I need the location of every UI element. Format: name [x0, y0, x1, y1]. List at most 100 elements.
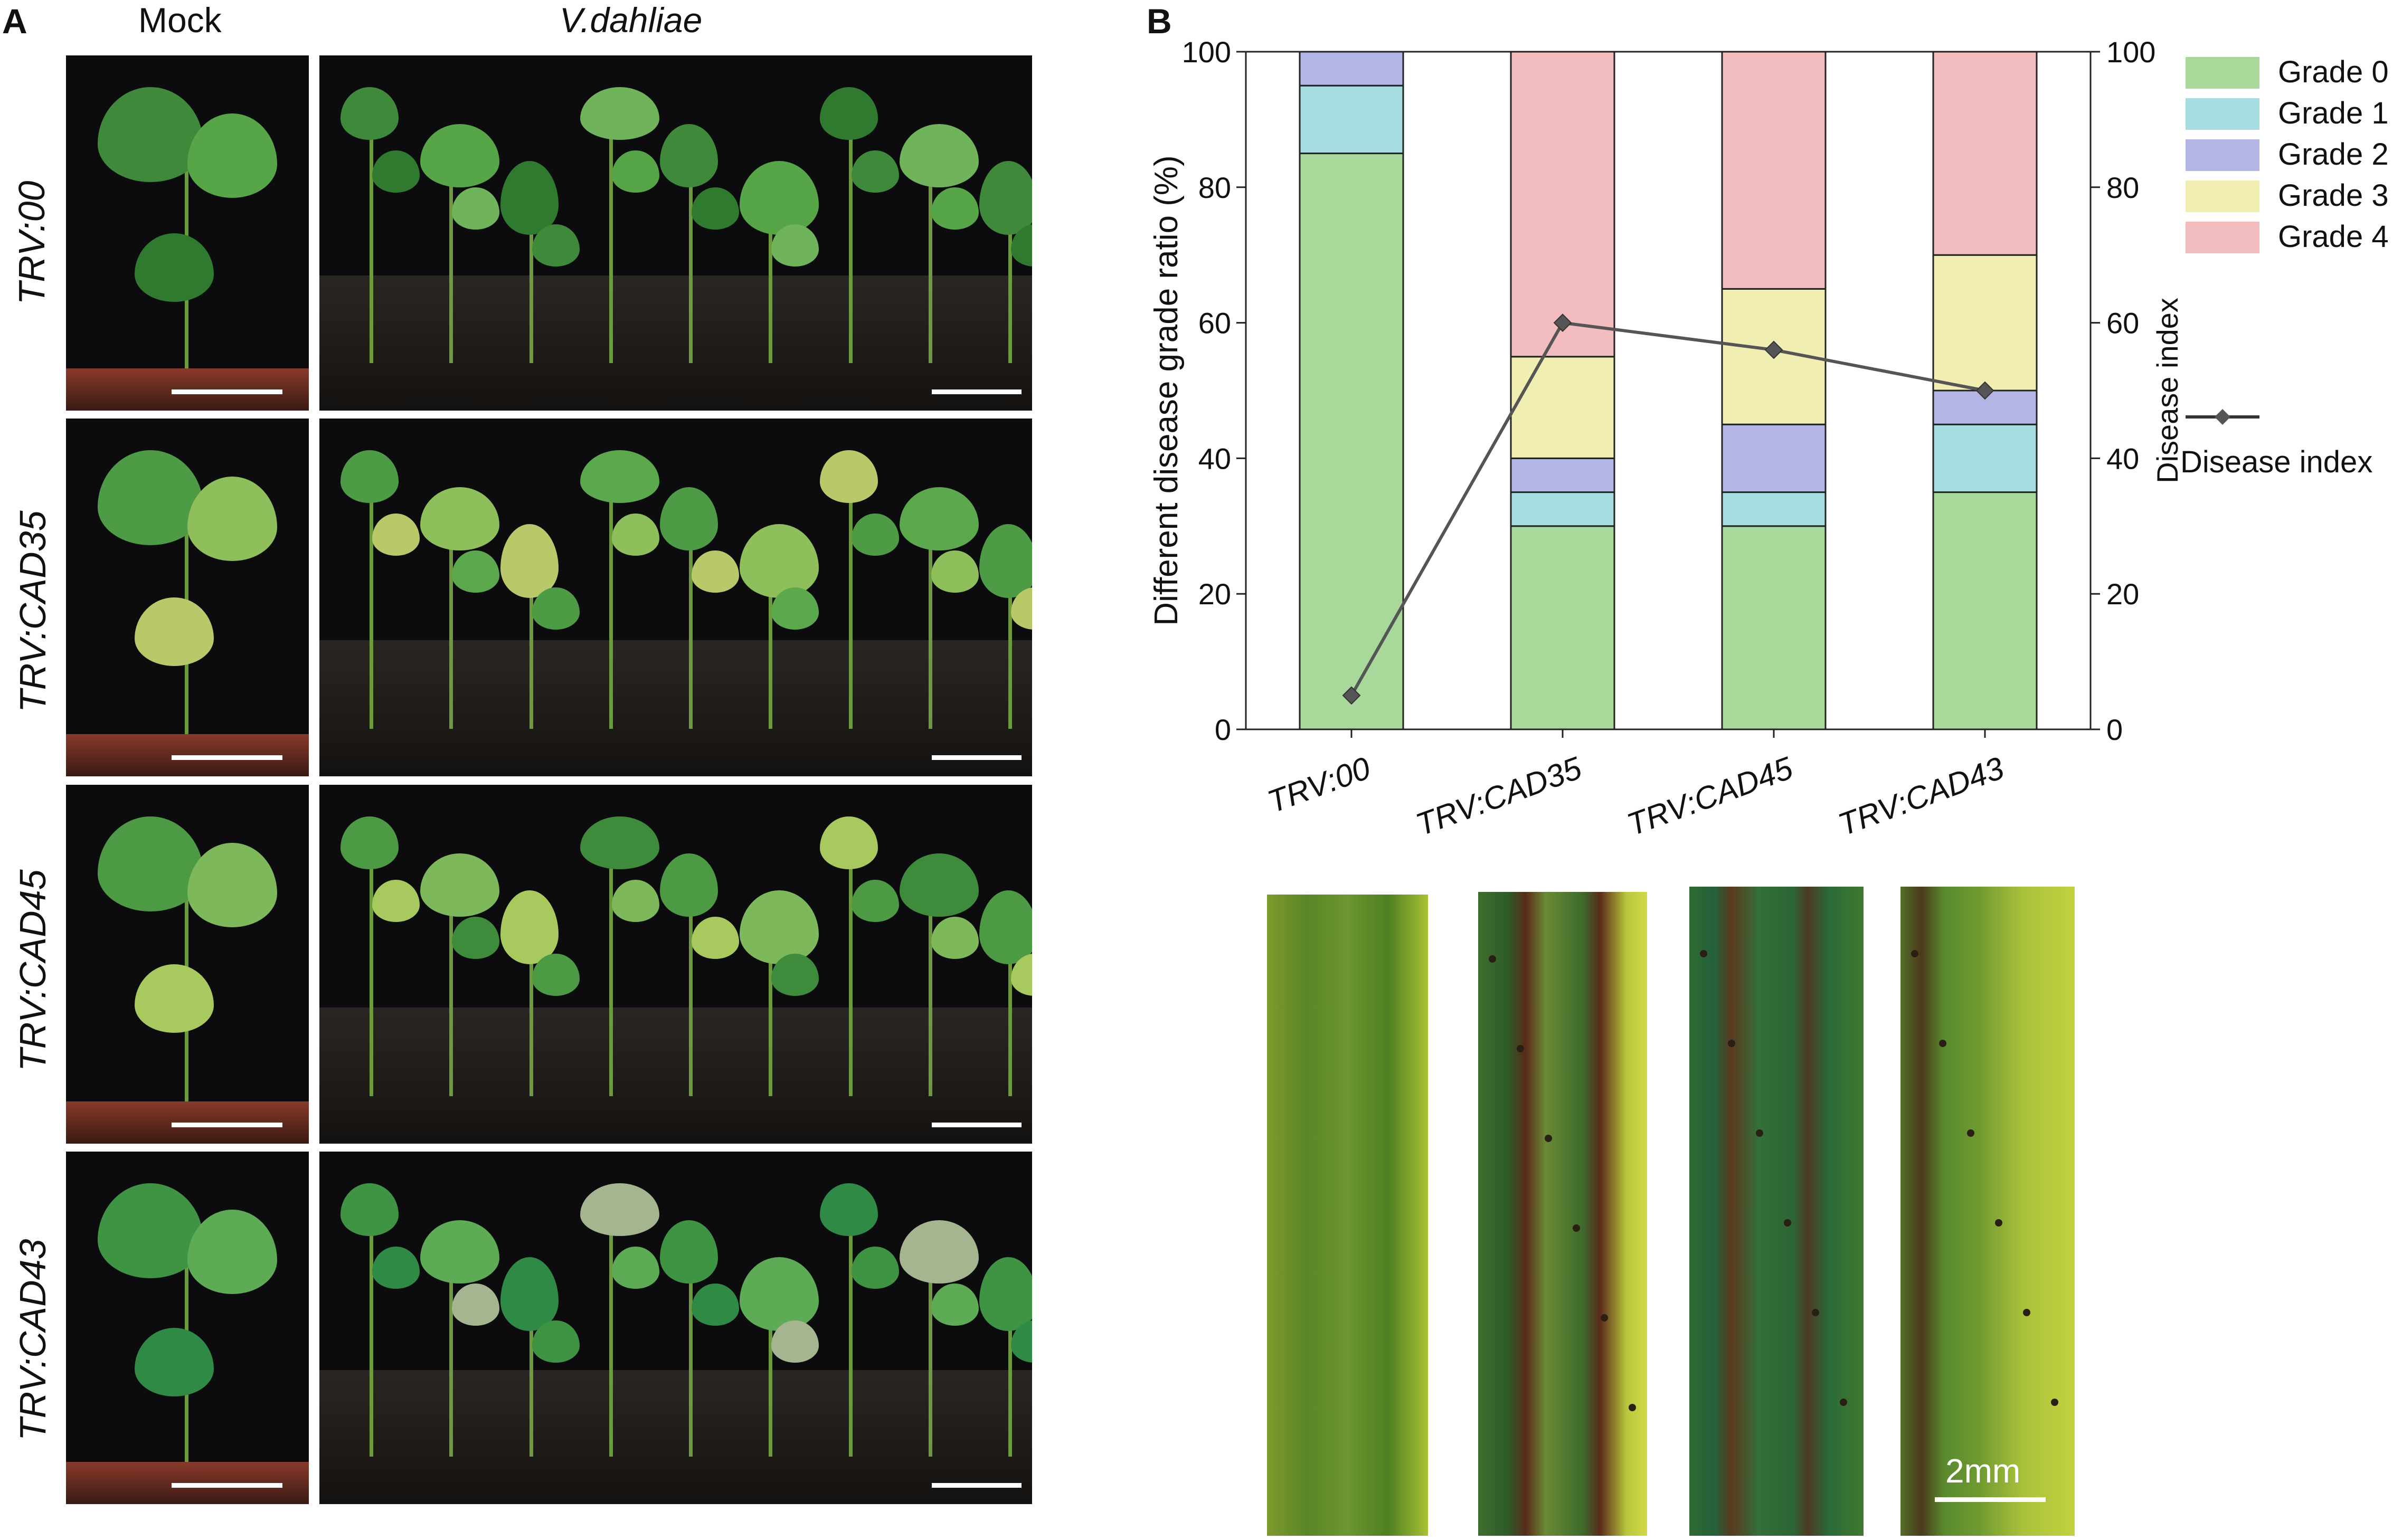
vdahliae-leaf [452, 1284, 500, 1326]
vdahliae-leaf [899, 124, 979, 187]
vdahliae-leaf [740, 524, 819, 598]
legend-line-label: Disease index [2180, 445, 2372, 479]
bar-segment [1721, 525, 1827, 730]
panel-a-letter: A [2, 2, 27, 41]
bar-segment [1510, 356, 1615, 459]
disease-index-line [1350, 321, 1985, 697]
vdahliae-stem [609, 1231, 613, 1457]
vdahliae-leaf [819, 87, 878, 140]
mock-leaf [98, 87, 203, 182]
vdahliae-leaf [692, 1284, 739, 1326]
bar-segment [1299, 153, 1404, 730]
vdahliae-stem [609, 498, 613, 729]
vdahliae-trays [319, 1007, 1032, 1144]
bar-segment [1932, 491, 2038, 730]
vdahliae-leaf [341, 1183, 399, 1236]
vdahliae-plants-photo [319, 1152, 1032, 1504]
mock-leaf [98, 1183, 203, 1278]
mock-leaf [187, 113, 277, 198]
vdahliae-stem [609, 135, 613, 363]
row-label-trvcad43: TRV:CAD43 [12, 1239, 53, 1441]
vdahliae-leaf [979, 890, 1032, 964]
legend-line-marker [2215, 409, 2230, 425]
disease-index-marker [1553, 313, 1572, 332]
vdahliae-leaf [372, 880, 420, 922]
vdahliae-scale-bar [932, 1123, 1022, 1127]
vdahliae-leaf [372, 1247, 420, 1289]
y2-tick-label: 80 [2106, 171, 2139, 204]
vdahliae-leaf [851, 880, 899, 922]
stem-lesion-spot [1939, 1040, 1946, 1047]
vdahliae-stem [689, 901, 693, 1096]
bar-segment [1932, 423, 2038, 493]
vdahliae-stem [370, 1231, 373, 1457]
scale-label-2mm: 2mm [1945, 1452, 2021, 1490]
vdahliae-stem [1008, 208, 1012, 363]
vdahliae-leaf [341, 87, 399, 140]
bar-segment [1721, 491, 1827, 527]
vdahliae-stem [529, 208, 533, 363]
vdahliae-leaf [580, 450, 659, 503]
legend-swatch [2186, 180, 2259, 212]
vdahliae-leaf [660, 1220, 718, 1284]
vdahliae-stem [689, 1268, 693, 1457]
row-label-trvcad35: TRV:CAD35 [12, 510, 53, 712]
vdahliae-leaf [341, 450, 399, 503]
vdahliae-leaf [771, 1320, 819, 1363]
vdahliae-leaf [931, 1284, 979, 1326]
legend-label: Grade 4 [2278, 220, 2389, 254]
vdahliae-leaf [819, 1183, 878, 1236]
vdahliae-stem [370, 498, 373, 729]
mock-leaf [187, 477, 277, 561]
column-header-vdahliae: V.dahliae [560, 1, 703, 40]
vdahliae-leaf [372, 514, 420, 556]
mock-leaf [98, 816, 203, 911]
stem-lesion-spot [1756, 1129, 1763, 1137]
vdahliae-stem [449, 1268, 453, 1457]
stem-section-4 [1900, 887, 2075, 1536]
vdahliae-stem [529, 572, 533, 729]
vdahliae-leaf [500, 524, 559, 598]
vdahliae-stem [689, 535, 693, 729]
vdahliae-leaf [979, 1257, 1032, 1331]
vdahliae-stem [449, 535, 453, 729]
vdahliae-leaf [420, 1220, 500, 1284]
y-tick-label: 20 [1198, 577, 1231, 611]
stem-lesion-spot [1489, 955, 1496, 963]
vdahliae-leaf [420, 853, 500, 917]
y2-tick-label: 20 [2106, 577, 2139, 611]
vdahliae-leaf [851, 514, 899, 556]
vdahliae-stem [370, 135, 373, 363]
mock-plant-photo [66, 1152, 309, 1504]
vdahliae-stem [529, 1305, 533, 1457]
vdahliae-leaf [660, 487, 718, 550]
bar-segment [1932, 51, 2038, 256]
vdahliae-leaf [740, 1257, 819, 1331]
vdahliae-leaf [771, 224, 819, 267]
vdahliae-stem [928, 535, 932, 729]
vdahliae-stem [928, 901, 932, 1096]
stem-lesion-spot [1545, 1135, 1552, 1142]
vdahliae-leaf [532, 954, 580, 996]
vdahliae-leaf [692, 187, 739, 230]
vdahliae-leaf [931, 917, 979, 959]
vdahliae-stem [449, 901, 453, 1096]
vdahliae-leaf [979, 524, 1032, 598]
y-tick-label: 40 [1198, 442, 1231, 475]
vdahliae-stem [928, 172, 932, 363]
vdahliae-leaf [611, 150, 659, 193]
vdahliae-leaf [420, 124, 500, 187]
bar-segment [1721, 423, 1827, 493]
vdahliae-trays [319, 1370, 1032, 1504]
stem-lesion-spot [1840, 1399, 1847, 1406]
y-axis-label: Different disease grade ratio (%) [1148, 155, 1185, 625]
stem-section-1 [1267, 895, 1428, 1536]
mock-scale-bar [172, 755, 282, 760]
vdahliae-leaf [979, 161, 1032, 235]
vdahliae-leaf [692, 917, 739, 959]
stem-lesion-spot [1812, 1309, 1819, 1316]
y2-tick-label: 40 [2106, 442, 2139, 475]
stem-section-3 [1689, 887, 1864, 1536]
bar-segment [1932, 254, 2038, 392]
bar-segment [1299, 84, 1404, 155]
